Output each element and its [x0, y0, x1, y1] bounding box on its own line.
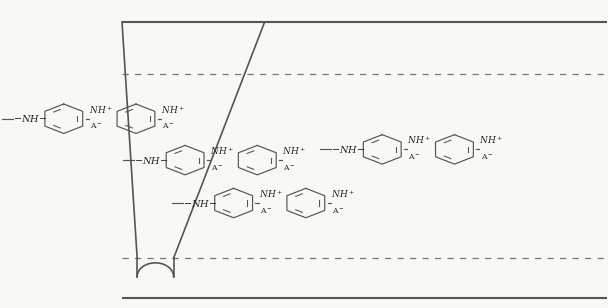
- Text: A$^-$: A$^-$: [283, 163, 296, 173]
- Text: A$^-$: A$^-$: [162, 122, 174, 132]
- Text: A$^-$: A$^-$: [260, 206, 272, 216]
- Text: A$^-$: A$^-$: [211, 163, 224, 173]
- Text: NH$^+$: NH$^+$: [210, 145, 234, 157]
- Text: NH$^+$: NH$^+$: [161, 104, 185, 116]
- Text: $-$NH$-$: $-$NH$-$: [331, 144, 365, 155]
- Text: $-$NH$-$: $-$NH$-$: [182, 197, 217, 209]
- Text: NH$^+$: NH$^+$: [258, 188, 282, 200]
- Text: A$^-$: A$^-$: [480, 152, 493, 162]
- Text: A$^-$: A$^-$: [90, 122, 103, 132]
- Text: NH$^+$: NH$^+$: [331, 188, 354, 200]
- Text: A$^-$: A$^-$: [332, 206, 345, 216]
- Text: NH$^+$: NH$^+$: [479, 135, 503, 146]
- Text: NH$^+$: NH$^+$: [89, 104, 112, 116]
- Text: NH$^+$: NH$^+$: [407, 135, 431, 146]
- Text: $-$NH$-$: $-$NH$-$: [134, 155, 168, 166]
- Text: NH$^+$: NH$^+$: [282, 145, 306, 157]
- Text: A$^-$: A$^-$: [409, 152, 421, 162]
- Text: $-$NH$-$: $-$NH$-$: [13, 113, 47, 124]
